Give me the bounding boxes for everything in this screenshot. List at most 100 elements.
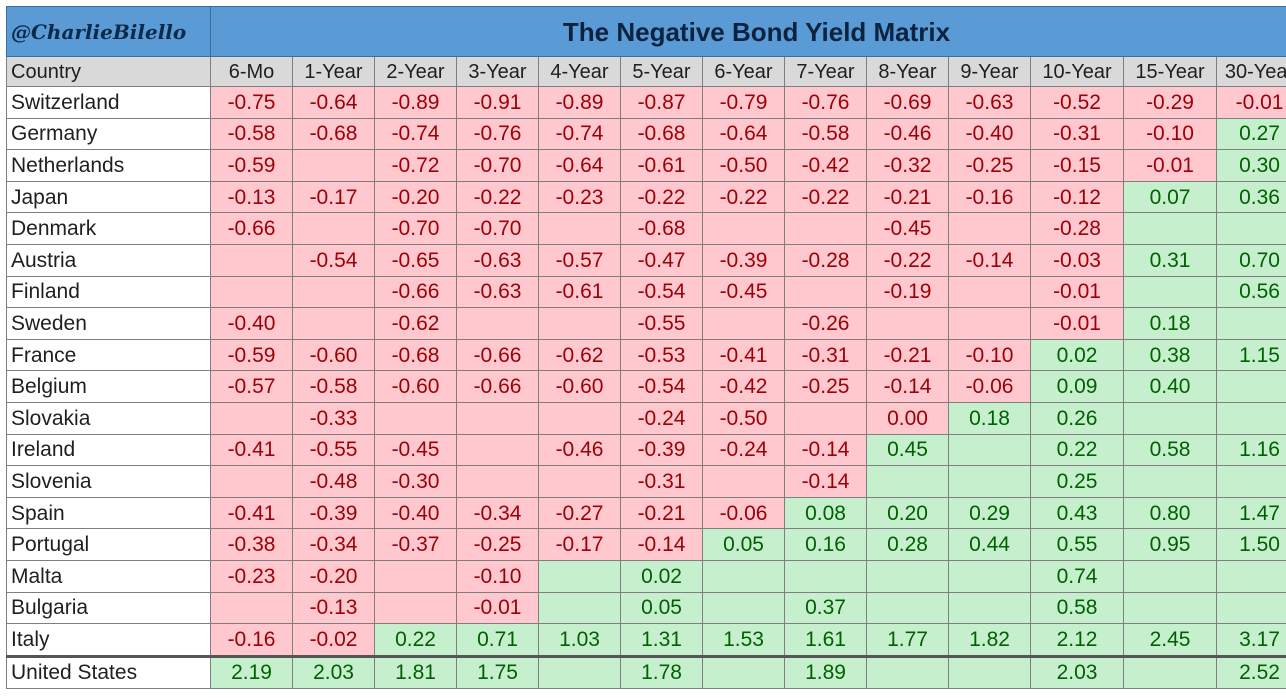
yield-cell: [292, 307, 375, 340]
yield-cell: [1215, 591, 1286, 625]
yield-cell: -0.23: [210, 559, 293, 593]
table-row: Ireland -0.41 -0.55 -0.45 -0.46 -0.39 -0.24 -0.…: [6, 433, 1286, 467]
yield-cell: -0.72: [374, 149, 457, 182]
yield-cell: -0.21: [866, 180, 949, 214]
yield-cell: -0.10: [948, 338, 1031, 372]
yield-cell: -0.27: [538, 496, 621, 530]
yield-cell: 1.78: [620, 654, 703, 689]
yield-cell: -0.64: [292, 86, 375, 119]
yield-cell: -0.58: [292, 370, 375, 403]
yield-cell: -0.42: [784, 149, 867, 182]
yield-cell: -0.14: [784, 465, 867, 498]
yield-cell: [210, 243, 293, 277]
country-label: Austria: [6, 243, 211, 277]
yield-cell: 0.20: [866, 496, 949, 530]
yield-cell: -0.22: [620, 180, 703, 214]
yield-cell: -0.74: [374, 117, 457, 151]
yield-cell: -0.21: [620, 496, 703, 530]
yield-cell: 1.89: [784, 654, 867, 689]
yield-cell: [374, 591, 457, 625]
maturity-header-5-year: 5-Year: [620, 56, 703, 87]
yield-cell: -0.76: [784, 86, 867, 119]
yield-cell: [1123, 275, 1217, 309]
yield-cell: 0.22: [1030, 433, 1124, 467]
yield-cell: -0.66: [210, 212, 293, 245]
yield-cell: [702, 465, 785, 498]
author-handle: @CharlieBilello: [6, 6, 211, 57]
yield-cell: -0.74: [538, 117, 621, 151]
yield-cell: 0.37: [784, 591, 867, 625]
yield-cell: [374, 401, 457, 435]
table-row: Belgium -0.57 -0.58 -0.60 -0.66 -0.60 -0.54 -0.…: [6, 370, 1286, 403]
yield-cell: [538, 591, 621, 625]
yield-cell: [1123, 654, 1217, 689]
yield-cell: 0.95: [1123, 528, 1217, 561]
yield-cell: -0.22: [866, 243, 949, 277]
country-label: Japan: [6, 180, 211, 214]
yield-cell: 2.52: [1215, 654, 1286, 689]
maturity-header-3-year: 3-Year: [456, 56, 539, 87]
country-label: Finland: [6, 275, 211, 309]
yield-cell: 0.40: [1123, 370, 1217, 403]
yield-cell: 0.07: [1123, 180, 1217, 214]
column-header-row: Country 6-Mo 1-Year 2-Year 3-Year 4-Year 5-Ye…: [6, 56, 1286, 87]
table-row: Spain -0.41 -0.39 -0.40 -0.34 -0.27 -0.21 -0.06…: [6, 496, 1286, 530]
yield-cell: 0.71: [456, 623, 539, 657]
yield-cell: -0.30: [374, 465, 457, 498]
table-row: Bulgaria -0.13 -0.01 0.05 0.37 0.58: [6, 591, 1286, 625]
yield-cell: -0.34: [292, 528, 375, 561]
yield-cell: -0.65: [374, 243, 457, 277]
yield-cell: [702, 654, 785, 689]
yield-cell: -0.01: [456, 591, 539, 625]
yield-cell: 0.16: [784, 528, 867, 561]
yield-cell: -0.64: [538, 149, 621, 182]
yield-cell: -0.01: [1123, 149, 1217, 182]
yield-cell: -0.66: [456, 370, 539, 403]
yield-cell: -0.16: [948, 180, 1031, 214]
yield-cell: [1215, 401, 1286, 435]
yield-cell: -0.39: [702, 243, 785, 277]
yield-cell: -0.22: [456, 180, 539, 214]
yield-cell: -0.45: [374, 433, 457, 467]
table-row: Denmark -0.66 -0.70 -0.70 -0.68 -0.45 -0.28: [6, 212, 1286, 245]
yield-cell: -0.40: [948, 117, 1031, 151]
yield-cell: -0.61: [538, 275, 621, 309]
yield-cell: 1.15: [1215, 338, 1286, 372]
yield-cell: -0.37: [374, 528, 457, 561]
yield-cell: [784, 401, 867, 435]
yield-cell: [1123, 401, 1217, 435]
yield-cell: -0.14: [866, 370, 949, 403]
yield-cell: [1215, 370, 1286, 403]
yield-cell: [210, 401, 293, 435]
yield-cell: -0.64: [702, 117, 785, 151]
yield-cell: [702, 591, 785, 625]
yield-cell: [948, 433, 1031, 467]
yield-cell: -0.32: [866, 149, 949, 182]
table-row: Slovenia -0.48 -0.30 -0.31 -0.14 0.25: [6, 465, 1286, 498]
yield-cell: 0.22: [374, 623, 457, 657]
yield-cell: -0.46: [866, 117, 949, 151]
yield-cell: -0.41: [210, 496, 293, 530]
yield-cell: -0.40: [374, 496, 457, 530]
yield-cell: -0.24: [620, 401, 703, 435]
yield-cell: -0.17: [292, 180, 375, 214]
yield-cell: [866, 307, 949, 340]
yield-cell: -0.16: [210, 623, 293, 657]
yield-cell: [538, 465, 621, 498]
yield-cell: -0.91: [456, 86, 539, 119]
yield-cell: 1.47: [1215, 496, 1286, 530]
yield-cell: -0.29: [1123, 86, 1217, 119]
yield-cell: -0.54: [620, 370, 703, 403]
country-label: Slovenia: [6, 465, 211, 498]
yield-cell: [866, 465, 949, 498]
yield-cell: 0.18: [948, 401, 1031, 435]
yield-cell: 2.03: [1030, 654, 1124, 689]
yield-cell: -0.54: [620, 275, 703, 309]
yield-cell: -0.21: [866, 338, 949, 372]
yield-cell: -0.10: [456, 559, 539, 593]
yield-cell: -0.70: [456, 149, 539, 182]
yield-cell: 1.16: [1215, 433, 1286, 467]
maturity-header-15-year: 15-Year: [1123, 56, 1217, 87]
bond-yield-matrix: @CharlieBilello The Negative Bond Yield …: [6, 6, 1286, 689]
yield-cell: [948, 275, 1031, 309]
